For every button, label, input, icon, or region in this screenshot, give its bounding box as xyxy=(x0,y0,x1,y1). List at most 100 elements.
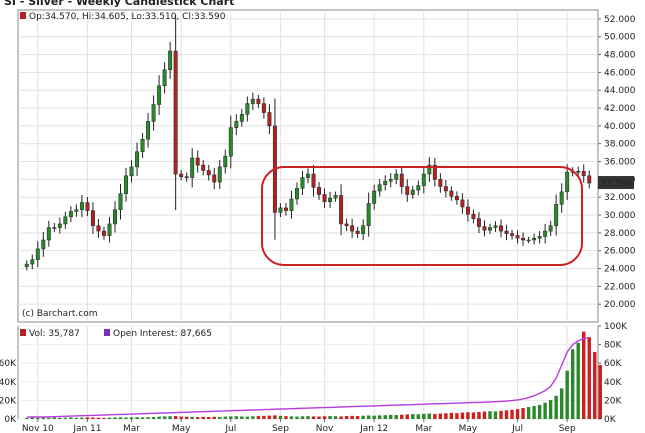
volume-bar xyxy=(151,416,156,419)
price-y-axis: 20.000 22.000 24.000 26.000 28.000 30.000 32.0… xyxy=(598,15,636,310)
candle xyxy=(306,173,310,178)
candle xyxy=(85,202,90,211)
candle xyxy=(146,121,151,140)
volume-bar xyxy=(207,417,211,419)
volume-bar xyxy=(184,416,189,419)
volume-bar xyxy=(372,415,376,419)
candle xyxy=(118,193,123,210)
x-tick-label: Mar xyxy=(415,424,432,433)
open-interest-legend-text: Open Interest: 87,665 xyxy=(113,329,212,339)
volume-bar xyxy=(515,409,520,419)
candle xyxy=(206,170,211,176)
volume-bar xyxy=(69,417,73,419)
candle xyxy=(140,139,145,152)
price-panel: 20.000 22.000 24.000 26.000 28.000 30.000 32.0… xyxy=(17,9,636,323)
volume-bar xyxy=(559,388,564,419)
volume-bar xyxy=(300,416,305,419)
price-tick-label: 32.000 xyxy=(604,193,636,203)
volume-bar xyxy=(587,337,591,419)
candle xyxy=(587,175,592,184)
volume-bar xyxy=(543,402,547,419)
volume-tick-label: 100K xyxy=(604,322,628,332)
candle xyxy=(173,50,178,175)
candle xyxy=(504,230,509,234)
open-interest-line xyxy=(26,336,590,418)
volume-bar xyxy=(521,408,525,419)
price-tick-label: 36.000 xyxy=(604,158,636,168)
volume-bar xyxy=(41,417,46,419)
volume-bar xyxy=(118,417,123,419)
volume-bar xyxy=(135,417,139,419)
candle xyxy=(289,198,294,211)
volume-left-tick-label: 60K xyxy=(0,359,17,369)
candle xyxy=(261,103,266,113)
volume-bar xyxy=(36,417,40,419)
volume-bar xyxy=(58,417,62,419)
volume-tick-label: 40K xyxy=(604,378,622,388)
volume-bar xyxy=(471,412,476,419)
candle xyxy=(162,69,167,87)
volume-bar xyxy=(85,417,90,419)
candle xyxy=(499,225,503,232)
volume-bar xyxy=(394,415,398,419)
volume-left-tick-label: 40K xyxy=(0,378,17,388)
volume-bar xyxy=(107,417,112,419)
candle xyxy=(372,190,377,204)
volume-bar xyxy=(548,399,553,419)
candle xyxy=(449,190,454,197)
range-highlight-box xyxy=(261,166,583,266)
candle xyxy=(328,197,333,202)
candle xyxy=(278,207,283,213)
price-tick-label: 20.000 xyxy=(604,300,636,310)
candle xyxy=(256,98,261,104)
candle xyxy=(493,225,498,228)
volume-bar xyxy=(218,416,222,419)
candle xyxy=(184,176,189,178)
volume-bar xyxy=(102,417,106,419)
volume-bar xyxy=(466,412,470,419)
candle xyxy=(377,184,382,192)
candle xyxy=(68,211,73,218)
candle xyxy=(515,235,520,239)
price-tick-label: 30.000 xyxy=(604,211,636,221)
volume-bar xyxy=(74,417,79,419)
x-tick-label: Jul xyxy=(511,424,523,433)
price-legend-text: Op:34.570, Hi:34.605, Lo:33.510, Cl:33.5… xyxy=(29,12,226,22)
candle xyxy=(576,171,581,173)
volume-bar xyxy=(317,416,321,419)
candle xyxy=(344,223,349,226)
candle xyxy=(410,189,415,195)
volume-bar xyxy=(52,417,57,419)
candle xyxy=(245,103,250,115)
volume-bar xyxy=(245,416,250,419)
candle xyxy=(135,151,140,168)
volume-tick-label: 80K xyxy=(604,341,622,351)
candle xyxy=(537,236,542,239)
volume-bar xyxy=(157,416,161,419)
candle xyxy=(295,188,299,200)
volume-bar xyxy=(433,413,437,419)
last-price-box xyxy=(598,176,634,190)
price-tick-label: 28.000 xyxy=(604,229,636,239)
candle xyxy=(532,237,537,241)
volume-bar xyxy=(344,416,349,419)
candles xyxy=(24,14,592,271)
volume-bar xyxy=(355,416,360,419)
price-tick-label: 46.000 xyxy=(604,68,636,78)
volume-bar xyxy=(570,349,575,419)
candle xyxy=(124,175,128,194)
volume-bar xyxy=(251,416,255,419)
volume-bar xyxy=(499,410,503,419)
volume-bar xyxy=(554,395,558,419)
candle xyxy=(432,164,437,180)
candle xyxy=(581,171,586,177)
candle xyxy=(129,166,134,177)
volume-left-axis: 60K 40K 20K 0K xyxy=(0,359,17,425)
volume-bar xyxy=(482,411,487,419)
volume-bar xyxy=(113,417,117,419)
volume-bar xyxy=(383,415,387,419)
volume-panel: 0K 20K 40K 60K 80K 100K 60K 40K 20K 0K Vol: 35,7… xyxy=(0,322,628,425)
price-tick-label: 50.000 xyxy=(604,33,636,43)
candle xyxy=(96,225,101,232)
